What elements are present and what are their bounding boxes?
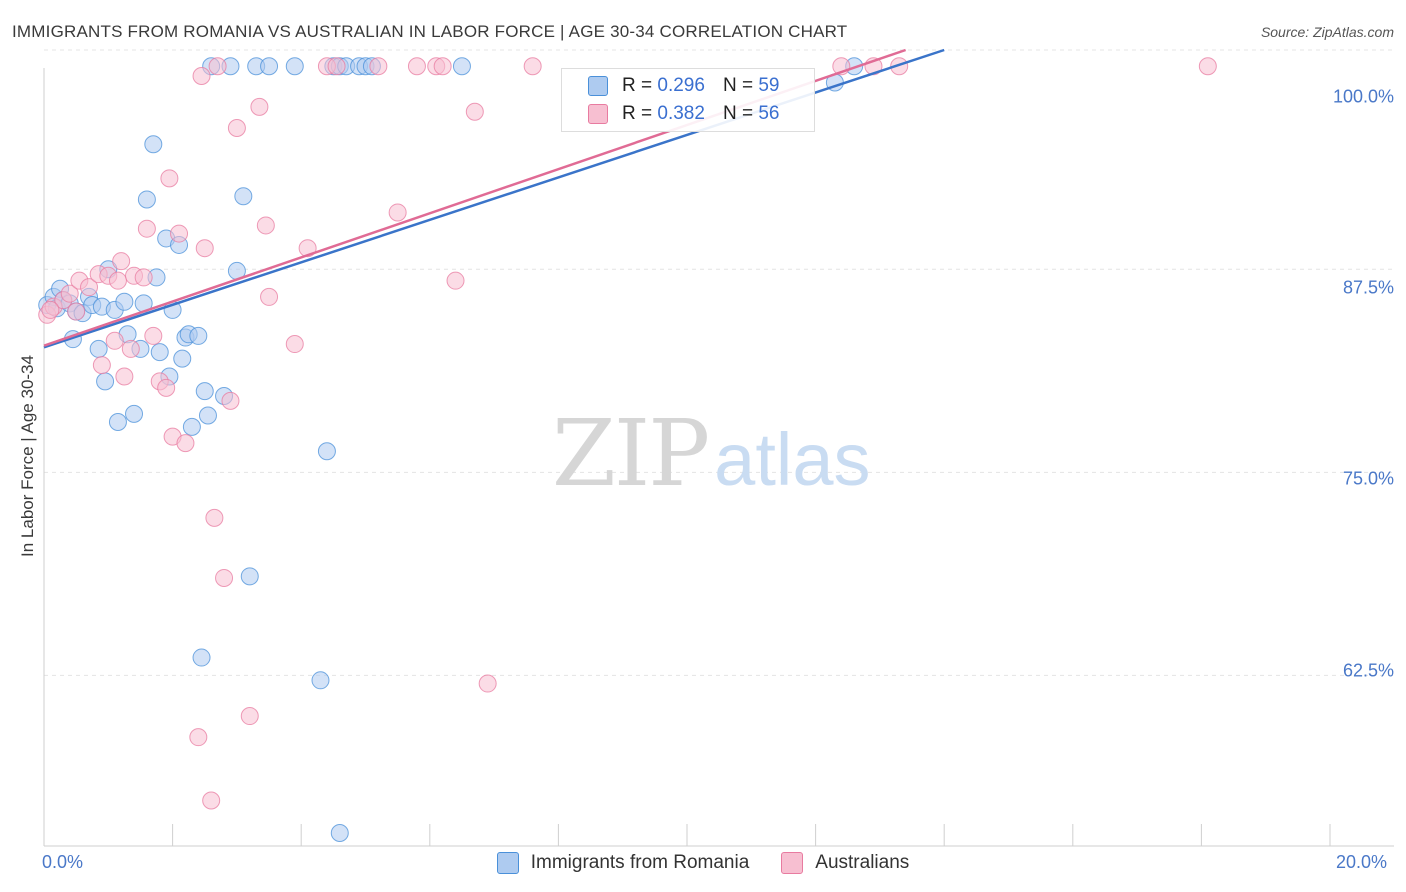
australians-point — [60, 284, 79, 303]
australians-point — [134, 268, 153, 287]
romania-point — [311, 671, 330, 690]
source-label: Source: ZipAtlas.com — [1260, 24, 1394, 40]
romania-point — [317, 442, 336, 461]
australians-point — [108, 271, 127, 290]
r-label: R = — [622, 75, 653, 96]
romania-point — [89, 339, 108, 358]
australians-point — [240, 707, 259, 726]
australians-point — [465, 102, 484, 121]
australians-point — [160, 169, 179, 188]
australians-point — [208, 57, 227, 76]
australians-point — [388, 203, 407, 222]
romania-point — [452, 57, 471, 76]
y-tick-label: 75.0% — [1342, 468, 1394, 489]
romania-point — [144, 135, 163, 154]
legend-label-romania: Immigrants from Romania — [530, 852, 750, 873]
australians-point — [221, 391, 240, 410]
romania-point — [195, 382, 214, 401]
australians-point — [215, 568, 234, 587]
stats-swatch-romania — [588, 76, 608, 96]
australians-point — [478, 674, 497, 693]
legend-item-romania[interactable]: Immigrants from Romania — [496, 852, 750, 874]
romania-point — [192, 648, 211, 667]
romania-point — [173, 349, 192, 368]
australians-point — [137, 219, 156, 238]
romania-point — [234, 187, 253, 206]
legend-item-australians[interactable]: Australians — [781, 852, 909, 874]
australians-point — [250, 97, 269, 116]
australians-point — [407, 57, 426, 76]
australians-point — [192, 66, 211, 85]
romania-point — [137, 190, 156, 209]
australians-point — [80, 278, 99, 297]
watermark-zip: ZIP — [552, 400, 710, 507]
australians-point — [1198, 57, 1217, 76]
x-tick-label-start: 0.0% — [42, 852, 84, 872]
australians-point — [41, 300, 60, 319]
australians-point — [446, 271, 465, 290]
watermark-atlas: atlas — [714, 418, 871, 501]
romania-point — [115, 292, 134, 311]
legend-label-australians: Australians — [815, 852, 910, 873]
y-tick-label: 62.5% — [1342, 660, 1394, 681]
australians-point — [176, 434, 195, 453]
romania-point — [330, 824, 349, 843]
romania-point — [285, 57, 304, 76]
chart-title: IMMIGRANTS FROM ROMANIA VS AUSTRALIAN IN… — [12, 22, 848, 41]
romania-point — [96, 372, 115, 391]
r-value: 0.296 — [657, 75, 705, 96]
australians-point — [112, 252, 131, 271]
r-value: 0.382 — [657, 103, 705, 124]
australians-point — [205, 508, 224, 527]
romania-point — [125, 404, 144, 423]
australians-point — [105, 331, 124, 350]
x-axis-ticks — [43, 824, 1331, 846]
n-label: N = — [722, 103, 754, 124]
romania-point — [260, 57, 279, 76]
romania-point — [182, 417, 201, 436]
romania-point — [240, 567, 259, 586]
stats-box: R = 0.296 N = 59 R = 0.382 N = 56 — [561, 68, 815, 132]
australians-point — [202, 791, 221, 810]
data-points — [38, 57, 1217, 843]
australians-point — [369, 57, 388, 76]
x-tick-label-end: 20.0% — [1336, 852, 1388, 872]
y-axis-label: In Labor Force | Age 30-34 — [18, 355, 37, 557]
legend-swatch-australians — [781, 852, 804, 874]
romania-point — [108, 413, 127, 432]
australians-point — [157, 378, 176, 397]
australians-point — [327, 57, 346, 76]
australians-point — [195, 239, 214, 258]
romania-point — [198, 406, 217, 425]
australians-point — [115, 367, 134, 386]
australians-point — [144, 326, 163, 345]
legend-swatch-romania — [496, 852, 519, 874]
romania-point — [189, 326, 208, 345]
r-label: R = — [622, 103, 653, 124]
australians-point — [189, 728, 208, 747]
n-label: N = — [722, 75, 754, 96]
y-tick-label: 100.0% — [1332, 86, 1394, 107]
australians-point — [227, 118, 246, 137]
australians-point — [523, 57, 542, 76]
stats-swatch-australians — [588, 104, 608, 124]
n-value: 56 — [758, 103, 780, 124]
australians-point — [285, 335, 304, 354]
australians-point — [260, 287, 279, 306]
watermark: ZIPatlas — [552, 400, 870, 507]
australians-point — [433, 57, 452, 76]
stats-row-romania: R = 0.296 N = 59 — [588, 73, 779, 99]
romania-point — [150, 343, 169, 362]
australians-point — [92, 356, 111, 375]
australians-point — [890, 57, 909, 76]
legend: Immigrants from Romania Australians — [0, 852, 1406, 874]
australians-point — [121, 339, 140, 358]
y-tick-label: 87.5% — [1342, 277, 1394, 298]
australians-point — [170, 224, 189, 243]
australians-point — [256, 216, 275, 235]
stats-row-australians: R = 0.382 N = 56 — [588, 101, 779, 127]
australians-point — [67, 302, 86, 321]
n-value: 59 — [758, 75, 780, 96]
